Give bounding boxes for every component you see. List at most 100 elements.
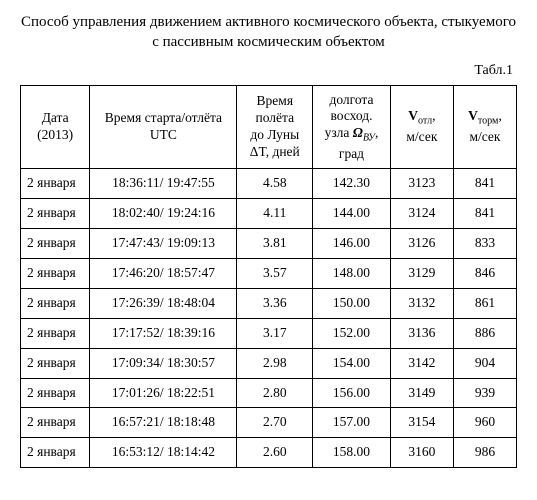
col-vtorm-l1: Vторм, <box>468 108 502 123</box>
table-label: Табл.1 <box>20 63 513 79</box>
col-votl-l1: Vотл, <box>408 108 435 123</box>
table-row: 2 января17:09:34/ 18:30:572.98154.003142… <box>21 348 517 378</box>
col-time-l1: Время старта/отлёта <box>105 110 222 125</box>
cell-date: 2 января <box>21 318 90 348</box>
cell-node: 150.00 <box>313 288 391 318</box>
cell-dt: 3.81 <box>237 229 313 259</box>
table-row: 2 января17:46:20/ 18:57:473.57148.003129… <box>21 259 517 289</box>
col-ft-l1: Время <box>257 93 294 108</box>
cell-dt: 3.17 <box>237 318 313 348</box>
cell-vtorm: 939 <box>453 378 516 408</box>
cell-vtorm: 861 <box>453 288 516 318</box>
col-votl-l2: м/сек <box>406 129 437 144</box>
cell-node: 152.00 <box>313 318 391 348</box>
col-votl: Vотл, м/сек <box>390 85 453 169</box>
cell-votl: 3129 <box>390 259 453 289</box>
col-node-l1: долгота <box>329 92 373 107</box>
cell-vtorm: 841 <box>453 169 516 199</box>
cell-node: 146.00 <box>313 229 391 259</box>
col-date-l1: Дата <box>42 110 69 125</box>
cell-time: 17:01:26/ 18:22:51 <box>90 378 237 408</box>
cell-time: 18:02:40/ 19:24:16 <box>90 199 237 229</box>
col-flight-time: Время полёта до Луны ΔT, дней <box>237 85 313 169</box>
cell-votl: 3160 <box>390 438 453 468</box>
col-node-l4: град <box>339 146 364 161</box>
cell-date: 2 января <box>21 378 90 408</box>
cell-votl: 3154 <box>390 408 453 438</box>
cell-date: 2 января <box>21 408 90 438</box>
cell-votl: 3136 <box>390 318 453 348</box>
cell-vtorm: 841 <box>453 199 516 229</box>
cell-vtorm: 846 <box>453 259 516 289</box>
col-node-l2: восход. <box>330 108 372 123</box>
cell-votl: 3124 <box>390 199 453 229</box>
table-row: 2 января18:36:11/ 19:47:554.58142.303123… <box>21 169 517 199</box>
col-node-l3: узла ΩВУ, <box>325 125 379 140</box>
cell-dt: 4.58 <box>237 169 313 199</box>
col-vtorm: Vторм, м/сек <box>453 85 516 169</box>
table-row: 2 января18:02:40/ 19:24:164.11144.003124… <box>21 199 517 229</box>
cell-node: 148.00 <box>313 259 391 289</box>
cell-date: 2 января <box>21 259 90 289</box>
cell-date: 2 января <box>21 199 90 229</box>
col-ft-l3: до Луны <box>250 127 299 142</box>
table-row: 2 января17:47:43/ 19:09:133.81146.003126… <box>21 229 517 259</box>
table-row: 2 января17:01:26/ 18:22:512.80156.003149… <box>21 378 517 408</box>
cell-time: 17:46:20/ 18:57:47 <box>90 259 237 289</box>
table-row: 2 января17:17:52/ 18:39:163.17152.003136… <box>21 318 517 348</box>
table-body: 2 января18:36:11/ 19:47:554.58142.303123… <box>21 169 517 468</box>
data-table: Дата (2013) Время старта/отлёта UTC Врем… <box>20 85 517 469</box>
cell-vtorm: 904 <box>453 348 516 378</box>
cell-node: 142.30 <box>313 169 391 199</box>
cell-node: 157.00 <box>313 408 391 438</box>
page: Способ управления движением активного ко… <box>0 0 537 488</box>
cell-time: 17:17:52/ 18:39:16 <box>90 318 237 348</box>
cell-time: 18:36:11/ 19:47:55 <box>90 169 237 199</box>
title-line-1: Способ управления движением активного ко… <box>21 14 516 30</box>
cell-vtorm: 960 <box>453 408 516 438</box>
cell-dt: 2.80 <box>237 378 313 408</box>
header-row: Дата (2013) Время старта/отлёта UTC Врем… <box>21 85 517 169</box>
cell-votl: 3123 <box>390 169 453 199</box>
cell-date: 2 января <box>21 288 90 318</box>
col-time: Время старта/отлёта UTC <box>90 85 237 169</box>
document-title: Способ управления движением активного ко… <box>20 12 517 53</box>
cell-vtorm: 986 <box>453 438 516 468</box>
cell-dt: 3.57 <box>237 259 313 289</box>
cell-dt: 2.70 <box>237 408 313 438</box>
cell-votl: 3126 <box>390 229 453 259</box>
cell-time: 17:26:39/ 18:48:04 <box>90 288 237 318</box>
table-row: 2 января16:57:21/ 18:18:482.70157.003154… <box>21 408 517 438</box>
cell-date: 2 января <box>21 348 90 378</box>
col-date: Дата (2013) <box>21 85 90 169</box>
cell-node: 158.00 <box>313 438 391 468</box>
cell-date: 2 января <box>21 229 90 259</box>
col-ft-l2: полёта <box>255 110 294 125</box>
cell-node: 144.00 <box>313 199 391 229</box>
cell-vtorm: 833 <box>453 229 516 259</box>
title-line-2: с пассивным космическим объектом <box>152 34 385 50</box>
cell-dt: 2.60 <box>237 438 313 468</box>
table-row: 2 января17:26:39/ 18:48:043.36150.003132… <box>21 288 517 318</box>
cell-dt: 3.36 <box>237 288 313 318</box>
cell-time: 17:09:34/ 18:30:57 <box>90 348 237 378</box>
col-node-longitude: долгота восход. узла ΩВУ, град <box>313 85 391 169</box>
col-ft-l4: ΔT, дней <box>250 144 300 159</box>
cell-node: 156.00 <box>313 378 391 408</box>
cell-date: 2 января <box>21 438 90 468</box>
col-time-l2: UTC <box>150 127 177 142</box>
cell-time: 16:53:12/ 18:14:42 <box>90 438 237 468</box>
cell-time: 17:47:43/ 19:09:13 <box>90 229 237 259</box>
cell-votl: 3142 <box>390 348 453 378</box>
col-vtorm-l2: м/сек <box>469 129 500 144</box>
cell-votl: 3149 <box>390 378 453 408</box>
cell-vtorm: 886 <box>453 318 516 348</box>
col-date-l2: (2013) <box>37 127 73 142</box>
table-row: 2 января16:53:12/ 18:14:422.60158.003160… <box>21 438 517 468</box>
cell-time: 16:57:21/ 18:18:48 <box>90 408 237 438</box>
cell-dt: 4.11 <box>237 199 313 229</box>
cell-date: 2 января <box>21 169 90 199</box>
cell-node: 154.00 <box>313 348 391 378</box>
cell-dt: 2.98 <box>237 348 313 378</box>
cell-votl: 3132 <box>390 288 453 318</box>
